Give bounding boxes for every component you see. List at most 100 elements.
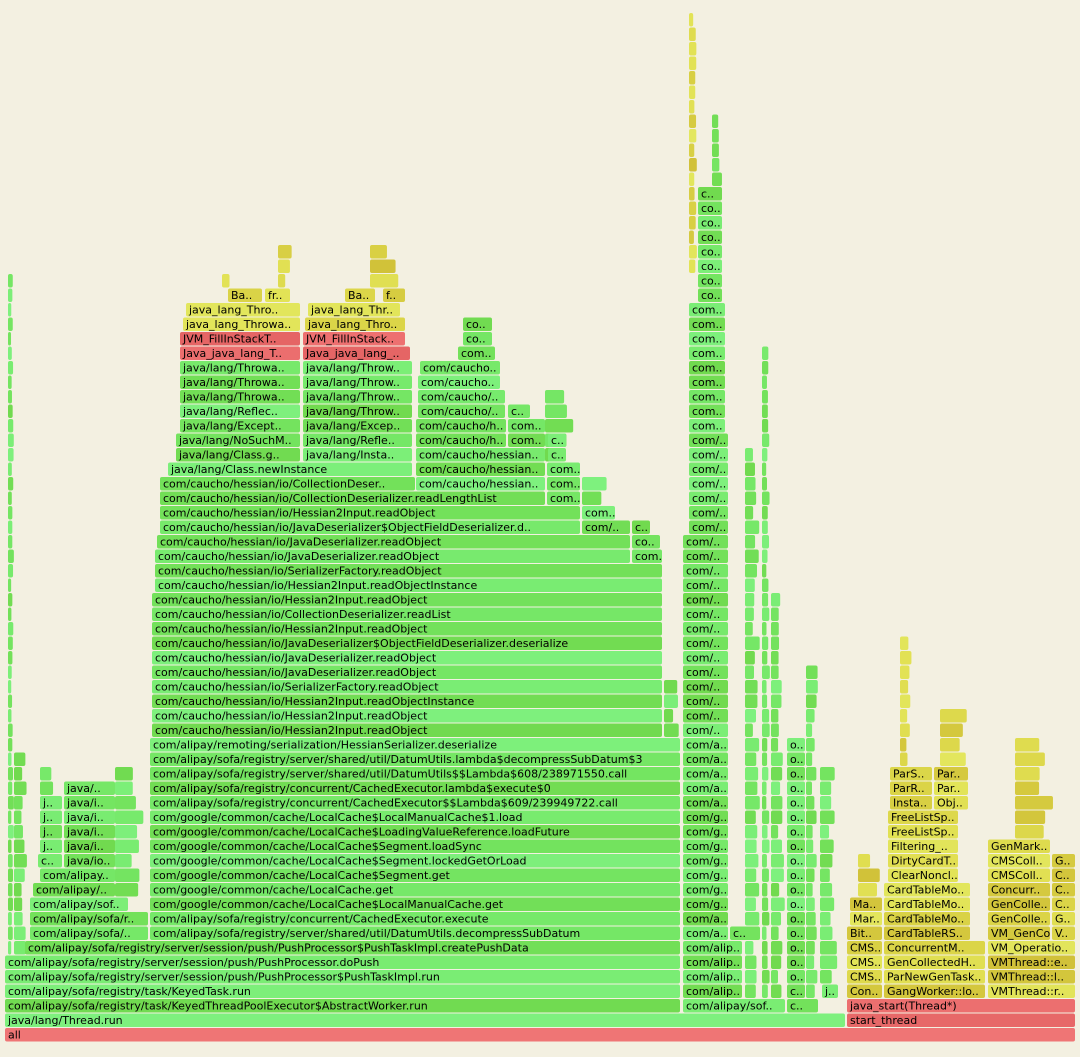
frame[interactable]: CardTableMo..: [884, 883, 970, 897]
frame[interactable]: CMSColl..: [988, 868, 1050, 883]
frame[interactable]: GenCollectedH..: [884, 955, 985, 970]
frame[interactable]: java/lang/NoSuchM..: [176, 433, 300, 448]
frame[interactable]: VM_Operatio..: [988, 941, 1075, 955]
frame[interactable]: com/alipay..: [40, 868, 115, 883]
frame[interactable]: java/lang/Reflec..: [180, 404, 300, 419]
frame[interactable]: com/alipay/sofa/registry/concurrent/Cach…: [150, 781, 680, 796]
frame[interactable]: com..: [547, 462, 581, 477]
frame[interactable]: com..: [547, 477, 581, 491]
frame[interactable]: o..: [787, 926, 805, 941]
frame[interactable]: com/g..: [683, 839, 728, 854]
frame[interactable]: com/caucho/hessian/io/JavaDeserializer.r…: [155, 549, 630, 564]
frame[interactable]: co..: [698, 230, 722, 245]
frame[interactable]: ClearNoncl..: [888, 868, 958, 883]
frame[interactable]: java_lang_Thro..: [186, 303, 300, 317]
frame[interactable]: Java_java_lang_T..: [180, 346, 300, 361]
frame[interactable]: com/..: [689, 448, 728, 462]
frame[interactable]: com/alipay/sofa/registry/task/KeyedThrea…: [5, 999, 680, 1013]
frame[interactable]: j..: [40, 839, 62, 854]
frame[interactable]: co..: [463, 332, 492, 346]
frame[interactable]: o..: [787, 738, 805, 752]
frame[interactable]: o..: [787, 868, 805, 883]
frame[interactable]: C..: [1052, 868, 1075, 883]
frame[interactable]: java/lang/Throwa..: [180, 361, 300, 375]
frame[interactable]: ParR..: [890, 781, 932, 796]
frame[interactable]: java_lang_Thr..: [308, 303, 400, 317]
frame[interactable]: com/alip..: [683, 970, 742, 984]
frame[interactable]: com/..: [683, 665, 728, 680]
frame[interactable]: FreeListSp..: [888, 825, 958, 839]
frame[interactable]: com..: [547, 491, 581, 506]
frame[interactable]: com/google/common/cache/LocalCache$Local…: [150, 897, 680, 912]
frame[interactable]: com/alipay/sof..: [30, 897, 128, 912]
frame[interactable]: com/google/common/cache/LocalCache$Segme…: [150, 854, 680, 868]
frame[interactable]: Insta..: [890, 796, 932, 810]
frame[interactable]: com..: [632, 549, 666, 564]
frame[interactable]: com/..: [689, 477, 728, 491]
frame[interactable]: com/..: [683, 607, 728, 622]
frame[interactable]: com/caucho/..: [418, 404, 505, 419]
frame[interactable]: com/..: [689, 462, 728, 477]
frame[interactable]: com/caucho..: [418, 375, 500, 390]
frame[interactable]: c..: [508, 404, 530, 419]
frame[interactable]: C..: [1052, 897, 1075, 912]
frame[interactable]: com/google/common/cache/LocalCache$Loadi…: [150, 825, 680, 839]
frame[interactable]: com/caucho/h..: [416, 433, 506, 448]
frame[interactable]: com/caucho/..: [418, 390, 505, 404]
frame[interactable]: java/lang/Throwa..: [180, 390, 300, 404]
frame[interactable]: com/..: [683, 549, 728, 564]
frame[interactable]: com/caucho/hessian/io/JavaDeserializer.r…: [152, 651, 662, 665]
frame[interactable]: java/..: [64, 781, 115, 796]
frame[interactable]: o..: [787, 839, 805, 854]
frame[interactable]: G..: [1052, 912, 1075, 926]
frame[interactable]: CardTableRS..: [884, 926, 970, 941]
frame[interactable]: com/g..: [683, 897, 728, 912]
frame[interactable]: com/caucho/hessian/io/Hessian2Input.read…: [155, 578, 662, 593]
frame[interactable]: JVM_FillInStack..: [303, 332, 405, 346]
frame[interactable]: Filtering_..: [888, 839, 958, 854]
frame[interactable]: com/..: [683, 709, 728, 723]
frame[interactable]: Ba..: [228, 288, 262, 303]
frame[interactable]: com/..: [683, 651, 728, 665]
frame[interactable]: FreeListSp..: [888, 810, 958, 825]
frame[interactable]: o..: [787, 810, 805, 825]
frame[interactable]: com/alipay/remoting/serialization/Hessia…: [150, 738, 680, 752]
frame[interactable]: com/..: [683, 535, 728, 549]
frame[interactable]: CMS..: [847, 955, 882, 970]
frame[interactable]: co..: [632, 535, 660, 549]
frame[interactable]: Ma..: [850, 897, 882, 912]
frame[interactable]: o..: [787, 970, 805, 984]
frame[interactable]: com..: [458, 346, 495, 361]
frame[interactable]: ParNewGenTask..: [884, 970, 985, 984]
frame[interactable]: com..: [689, 317, 725, 332]
frame[interactable]: CMSColl..: [988, 854, 1050, 868]
frame[interactable]: co..: [463, 317, 492, 332]
frame[interactable]: com/google/common/cache/LocalCache$Segme…: [150, 839, 680, 854]
frame[interactable]: c..: [548, 448, 566, 462]
frame[interactable]: V..: [1052, 926, 1075, 941]
frame[interactable]: c..: [787, 999, 818, 1013]
frame[interactable]: j..: [40, 825, 62, 839]
frame[interactable]: com/g..: [683, 854, 728, 868]
frame[interactable]: com..: [689, 346, 725, 361]
frame[interactable]: o..: [787, 781, 805, 796]
frame[interactable]: com/a..: [683, 912, 728, 926]
frame[interactable]: java/i..: [64, 810, 115, 825]
frame[interactable]: j..: [40, 796, 62, 810]
frame[interactable]: c..: [548, 433, 566, 448]
frame[interactable]: com/..: [683, 636, 728, 651]
frame[interactable]: com/caucho/hessian/io/CollectionDeser..: [160, 477, 415, 491]
frame[interactable]: co..: [698, 259, 722, 274]
frame[interactable]: com/google/common/cache/LocalCache$Local…: [150, 810, 680, 825]
frame[interactable]: Obj..: [934, 796, 968, 810]
frame[interactable]: f..: [383, 288, 405, 303]
frame[interactable]: com/caucho/hessian/io/Hessian2Input.read…: [152, 723, 662, 738]
frame[interactable]: java/lang/Except..: [180, 419, 300, 433]
frame[interactable]: o..: [787, 767, 805, 781]
frame[interactable]: com/caucho/hessian/io/CollectionDeserial…: [152, 607, 662, 622]
frame[interactable]: C..: [1052, 883, 1075, 897]
frame[interactable]: co..: [698, 288, 722, 303]
frame[interactable]: o..: [787, 883, 805, 897]
frame[interactable]: com/a..: [683, 781, 728, 796]
frame[interactable]: com/caucho/hessian/io/JavaDeserializer$O…: [152, 636, 662, 651]
